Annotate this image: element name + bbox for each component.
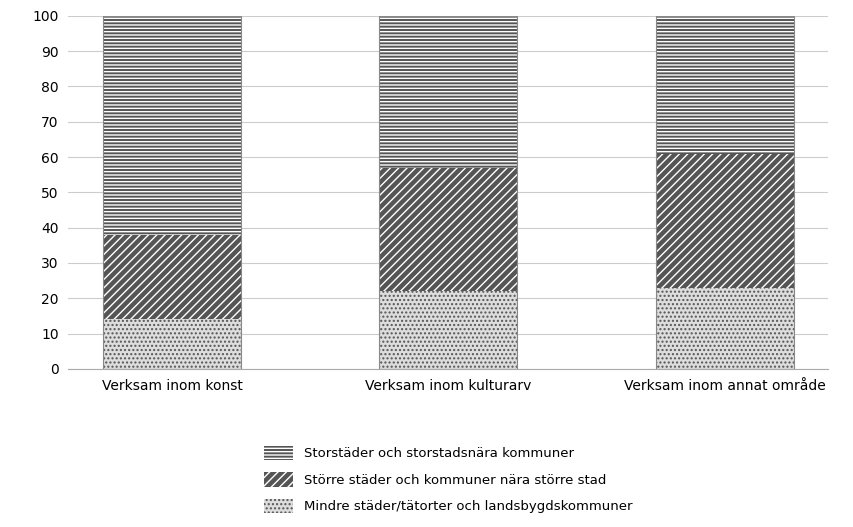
Legend: Storstäder och storstadsnära kommuner, Större städer och kommuner nära större st: Storstäder och storstadsnära kommuner, S… xyxy=(258,439,638,520)
Bar xyxy=(655,288,793,369)
Bar xyxy=(655,16,793,153)
Bar xyxy=(655,153,793,288)
Bar xyxy=(102,16,241,235)
Bar xyxy=(102,16,241,369)
Bar xyxy=(102,319,241,369)
Bar xyxy=(379,168,517,291)
Bar xyxy=(379,16,517,369)
Bar xyxy=(655,16,793,369)
Bar xyxy=(379,16,517,168)
Bar xyxy=(379,291,517,369)
Bar xyxy=(102,235,241,319)
